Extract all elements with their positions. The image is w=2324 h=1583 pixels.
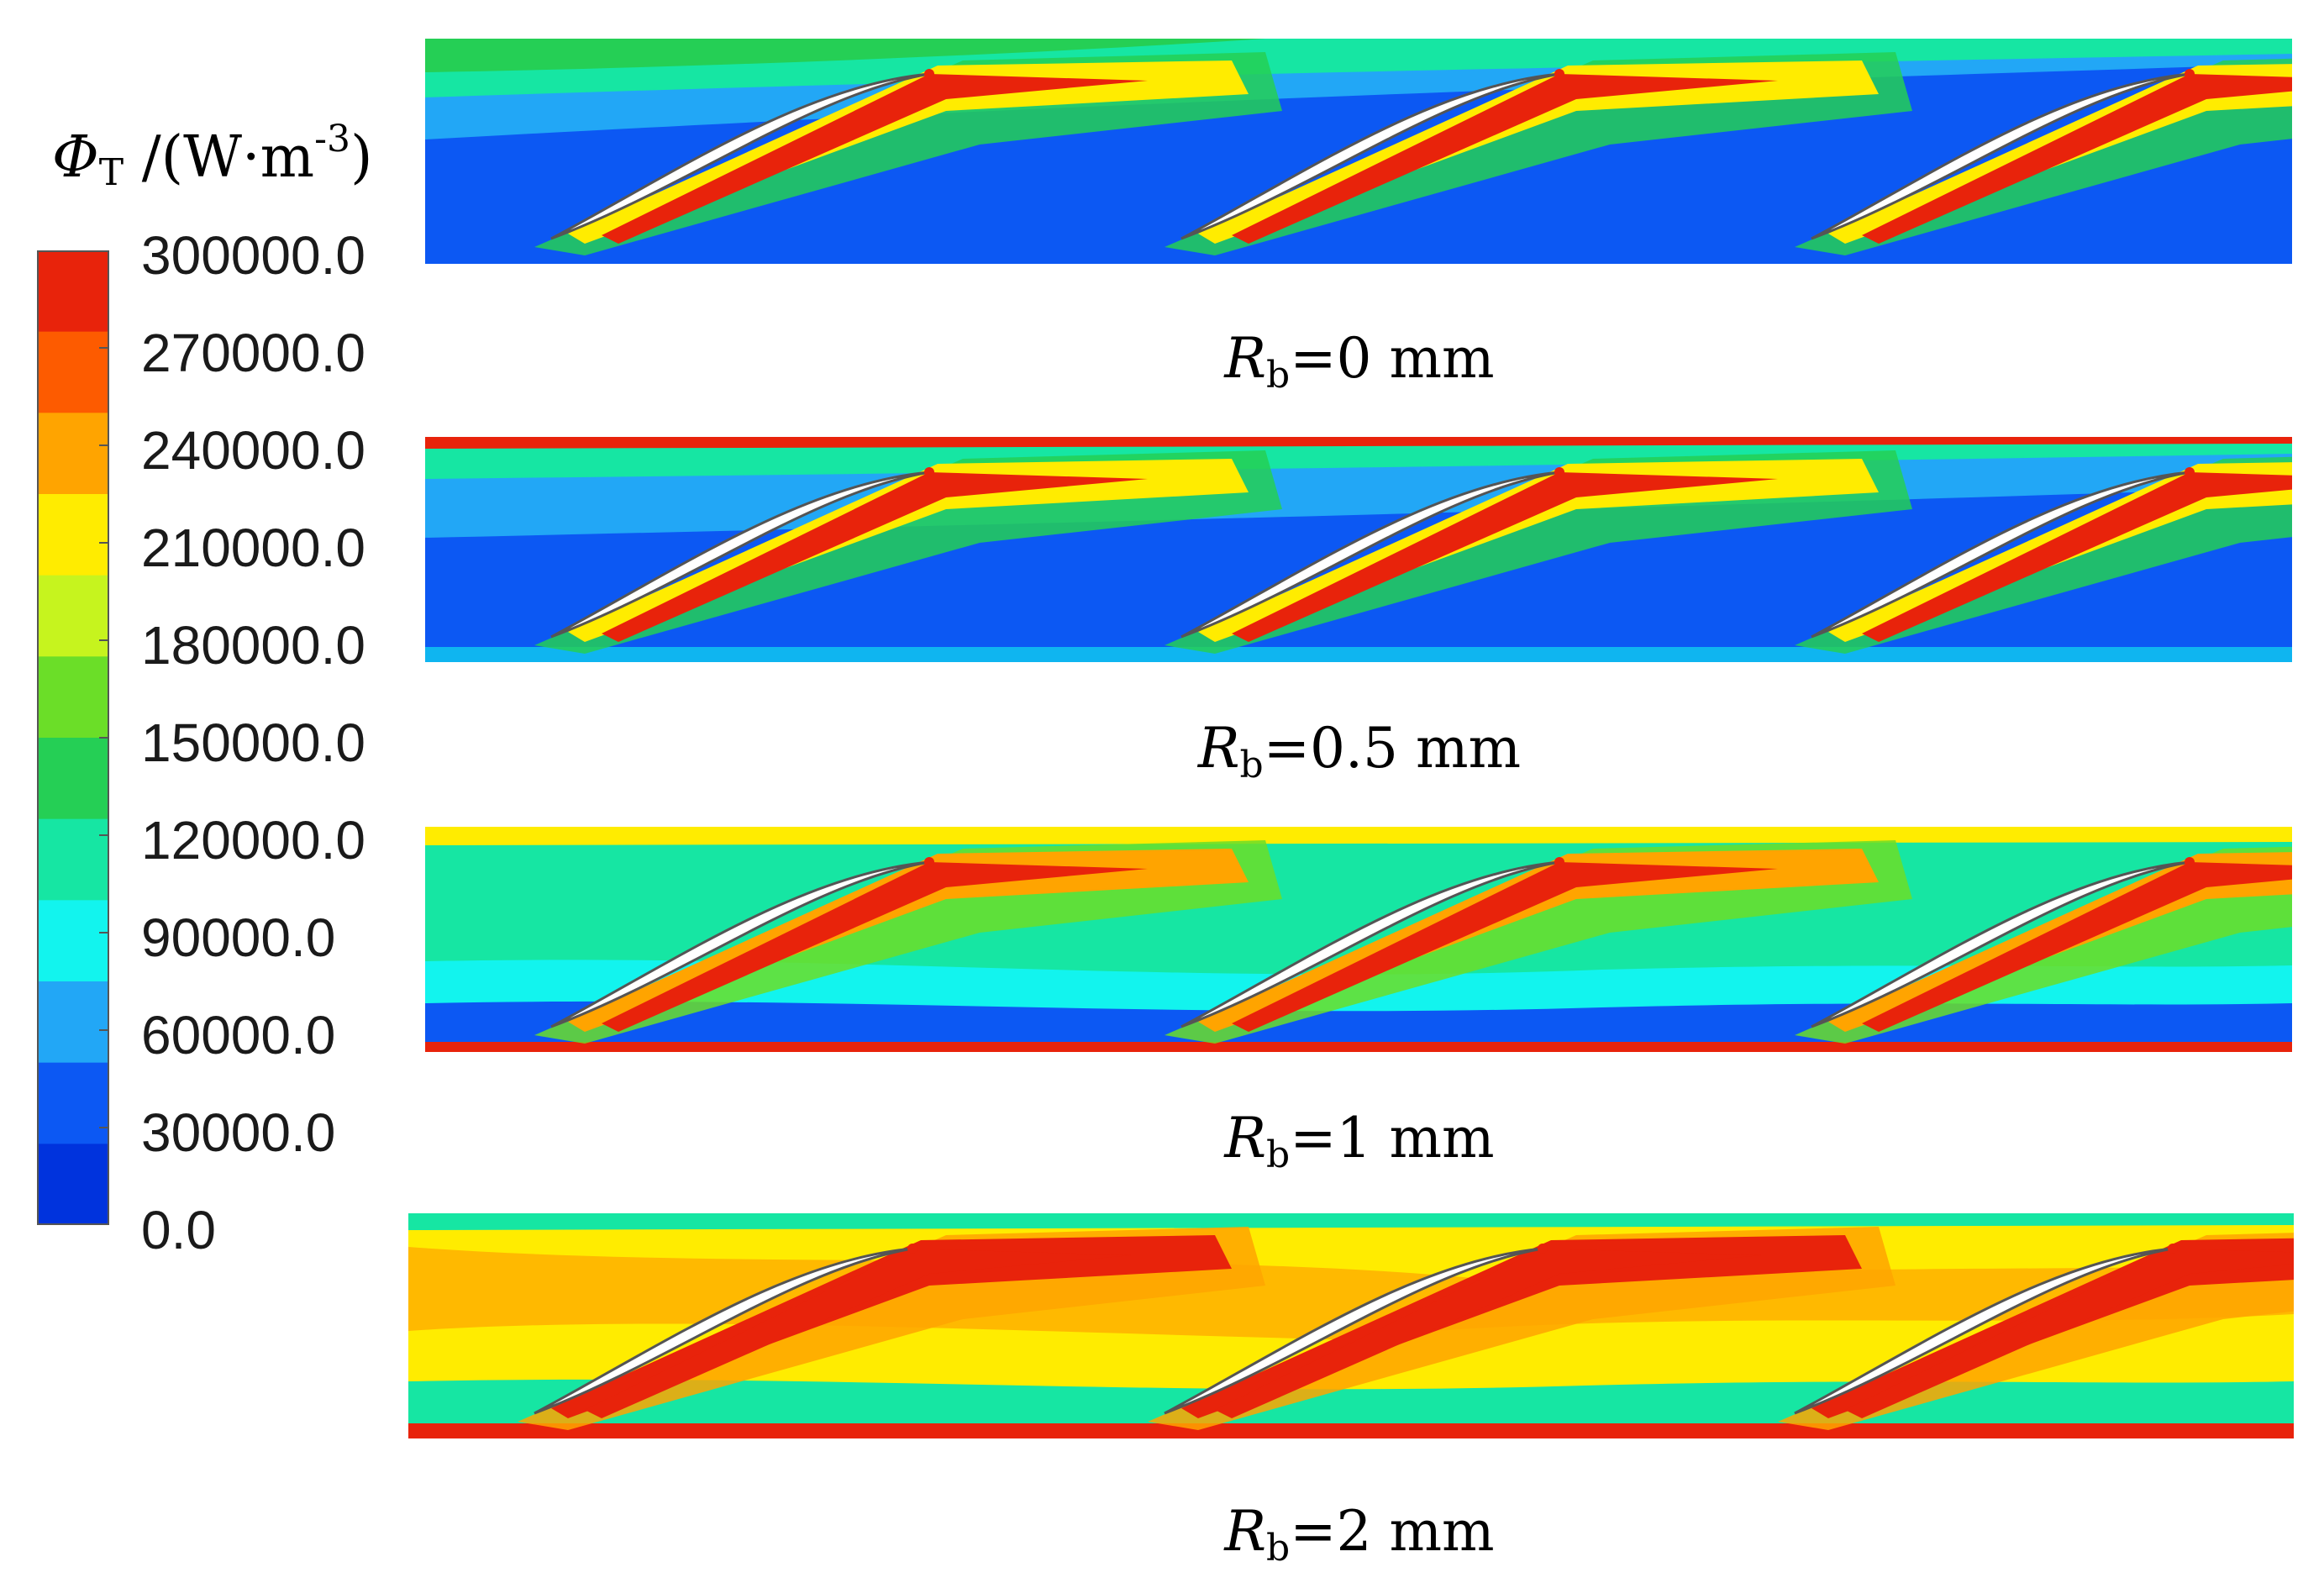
blade-tip (924, 69, 934, 79)
legend-unit-exponent: -3 (314, 118, 351, 160)
colorbar (37, 250, 109, 1225)
colorbar-tick-label: 0.0 (141, 1200, 216, 1260)
blade-tip (1554, 69, 1564, 79)
wake-region (1232, 472, 1778, 642)
colorbar-band (37, 575, 109, 658)
contour-panel-rb-1 (425, 827, 2292, 1052)
contour-panel-rb-2 (408, 1213, 2294, 1438)
wake-region (1862, 74, 2292, 244)
wake-region (1862, 862, 2292, 1032)
colorbar-tick-label: 240000.0 (141, 420, 365, 481)
panel-caption: Rb=0 mm (1224, 326, 1495, 397)
blade-tip (2185, 467, 2195, 477)
wake-region (534, 840, 1282, 1044)
wake-region (1232, 74, 1778, 244)
colorbar-band (37, 413, 109, 495)
wake-region (1845, 1249, 2294, 1418)
legend-unit: /(W·m (124, 124, 315, 191)
blade-tip (2185, 857, 2195, 867)
wake-region (518, 1227, 1265, 1430)
wake-region (1165, 840, 1912, 1044)
wake-region (1862, 472, 2292, 642)
colorbar-band (37, 900, 109, 982)
wake-region (1165, 450, 1912, 654)
colorbar-band (37, 656, 109, 739)
colorbar-band (37, 250, 109, 333)
panel-caption: Rb=0.5 mm (1197, 716, 1522, 786)
blade-tip (1554, 467, 1564, 477)
colorbar-tick-label: 270000.0 (141, 323, 365, 383)
colorbar-band (37, 1144, 109, 1225)
colorbar-band (37, 981, 109, 1064)
blade-tip (924, 857, 934, 867)
contour-panel-rb-0 (425, 39, 2292, 264)
wake-region (1232, 862, 1778, 1032)
panel-caption: Rb=1 mm (1224, 1106, 1495, 1176)
wake-region (602, 74, 1148, 244)
legend-title: ΦT /(W·m-3) (52, 118, 373, 194)
wake-region (1215, 1249, 1761, 1418)
colorbar-tick-label: 180000.0 (141, 615, 365, 676)
colorbar-tick-label: 150000.0 (141, 713, 365, 773)
blade-tip (907, 1244, 918, 1254)
colorbar-tick-label: 60000.0 (141, 1005, 336, 1065)
colorbar-band (37, 818, 109, 902)
contour-panel-rb-0-5 (425, 437, 2292, 662)
colorbar-band (37, 331, 109, 414)
wake-region (534, 52, 1282, 255)
colorbar-tick-label: 210000.0 (141, 518, 365, 578)
colorbar-band (37, 494, 109, 576)
legend-subscript: T (98, 151, 124, 194)
blade-tip (1538, 1244, 1548, 1254)
blade-tip (924, 467, 934, 477)
wake-region (602, 472, 1148, 642)
blade-tip (2168, 1244, 2178, 1254)
blade-tip (2185, 69, 2195, 79)
legend-symbol: Φ (52, 124, 99, 191)
wake-region (602, 862, 1148, 1032)
colorbar-tick-label: 90000.0 (141, 907, 336, 968)
colorbar-band (37, 738, 109, 820)
colorbar-band (37, 1062, 109, 1145)
panel-caption: Rb=2 mm (1224, 1499, 1495, 1570)
colorbar-tick-label: 120000.0 (141, 810, 365, 870)
blade-tip (1554, 857, 1564, 867)
legend-unit-close: ) (350, 124, 373, 191)
wake-region (585, 1249, 1131, 1418)
colorbar-tick-label: 300000.0 (141, 225, 365, 286)
wake-region (534, 450, 1282, 654)
colorbar-tick-label: 30000.0 (141, 1102, 336, 1163)
wake-region (1165, 52, 1912, 255)
wake-region (1148, 1227, 1895, 1430)
